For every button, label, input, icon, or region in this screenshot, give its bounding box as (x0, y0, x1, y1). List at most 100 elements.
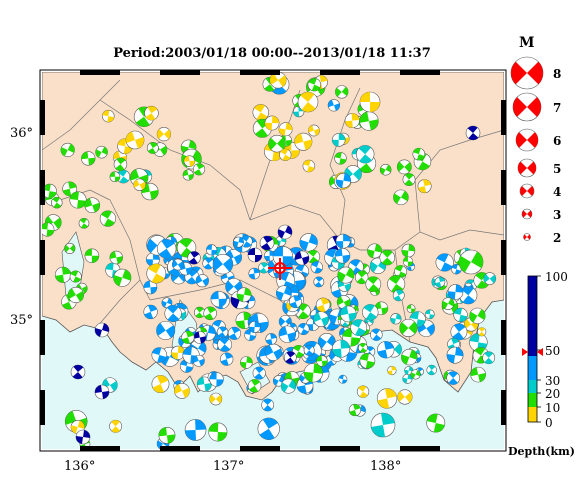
focal-mechanism (272, 246, 294, 267)
focal-mechanism (268, 134, 286, 153)
focal-mechanism (227, 326, 242, 340)
focal-mechanism-deep (259, 235, 275, 251)
magnitude-legend-ball (519, 183, 535, 199)
magnitude-legend-label: 2 (553, 231, 561, 245)
depth-band-0-10 (528, 407, 537, 422)
depth-unit-label: Depth(km) (508, 445, 575, 458)
focal-mechanism (390, 313, 402, 325)
focal-mechanism (332, 339, 351, 358)
focal-mechanism (209, 372, 224, 387)
focal-mechanism (252, 366, 266, 380)
depth-band-10-20 (528, 393, 537, 407)
focal-mechanism (146, 142, 159, 154)
focal-mechanism (208, 422, 228, 442)
focal-mechanism (265, 333, 278, 345)
focal-mechanism-deep (75, 429, 91, 445)
magnitude-legend-ball (512, 92, 542, 122)
focal-mechanism (54, 266, 72, 283)
focal-mechanism-deep (294, 250, 310, 266)
focal-mechanism (67, 286, 84, 304)
focal-mechanism (338, 374, 348, 384)
depth-band-30-50 (528, 356, 537, 380)
focal-mechanism (69, 191, 87, 209)
focal-mechanism-large (458, 249, 484, 275)
focal-mechanism-large (125, 130, 145, 150)
lon-label-136: 136° (64, 459, 95, 474)
focal-mechanism (187, 251, 201, 265)
focal-mechanism (426, 364, 437, 376)
focal-mechanism (356, 385, 370, 398)
focal-mechanism (233, 236, 244, 248)
focal-mechanism (161, 297, 173, 309)
focal-mechanism (192, 354, 205, 367)
focal-mechanism (156, 320, 176, 340)
focal-mechanism (297, 323, 310, 335)
focal-mechanism (193, 331, 207, 344)
magnitude-legend-label: 4 (553, 185, 561, 199)
focal-mechanism (143, 280, 158, 295)
focal-mechanism (252, 104, 269, 121)
focal-mechanism (164, 304, 182, 323)
focal-mechanism (459, 286, 478, 305)
focal-mechanism-deep (277, 224, 293, 240)
focal-mechanism (206, 244, 218, 256)
map-frame (39, 69, 507, 452)
focal-mechanism (412, 147, 426, 161)
focal-mechanism (344, 113, 360, 129)
focal-mechanism (269, 72, 287, 89)
focal-mechanism (402, 373, 413, 384)
focal-mechanism (367, 243, 383, 259)
focal-mechanism (401, 348, 418, 366)
focal-mechanism (289, 295, 302, 309)
focal-mechanism (350, 319, 368, 337)
focal-mechanism (193, 306, 206, 319)
focal-mechanism (393, 189, 409, 206)
depth-band-50-100 (528, 276, 537, 356)
focal-mechanism (402, 256, 414, 267)
focal-mechanism (240, 235, 253, 248)
focal-mechanism (202, 257, 215, 270)
depth-scale: 100 50 30 20 10 0 Depth(km) (508, 270, 575, 458)
magnitude-legend-label: 6 (553, 134, 561, 148)
focal-mechanism (113, 157, 128, 172)
magnitude-legend-ball (521, 208, 533, 220)
focal-mechanism (42, 183, 57, 199)
depth-label-30: 30 (545, 374, 560, 388)
focal-mechanism (174, 383, 190, 399)
focal-mechanism (294, 132, 313, 151)
focal-mechanism (410, 369, 421, 380)
focal-mechanism (483, 272, 497, 285)
focal-mechanism (362, 304, 379, 321)
focal-mechanism (340, 305, 357, 323)
focal-mechanism (258, 262, 270, 274)
focal-mechanism (275, 285, 292, 302)
focal-mechanism (240, 356, 253, 369)
focal-mechanism (95, 145, 108, 159)
focal-mechanism (284, 351, 297, 364)
focal-mechanism (102, 109, 115, 123)
focal-mechanism (446, 346, 464, 364)
focal-mechanism (359, 353, 376, 369)
depth-label-0: 0 (545, 416, 553, 430)
focal-mechanism (482, 351, 496, 365)
lon-label-137: 137° (213, 459, 244, 474)
focal-mechanism (171, 258, 184, 271)
focal-mechanism (335, 233, 351, 249)
magnitude-legend-title: M (519, 35, 535, 51)
focal-mechanism (278, 325, 297, 343)
focal-mechanism (357, 342, 368, 353)
focal-mechanism-deep (247, 247, 263, 263)
depth-label-10: 10 (545, 401, 560, 415)
focal-mechanism (453, 307, 468, 323)
focal-mechanism (303, 363, 323, 383)
focal-mechanism (441, 297, 455, 310)
focal-mechanism (348, 403, 362, 417)
focal-mechanism-deep (94, 384, 110, 400)
focal-mechanism (446, 371, 461, 385)
focal-mechanism (308, 124, 320, 137)
focal-mechanism (109, 419, 123, 433)
focal-mechanism (212, 253, 234, 275)
focal-mechanism (264, 115, 280, 131)
focal-mechanism (78, 218, 90, 229)
focal-mechanism (379, 249, 396, 266)
